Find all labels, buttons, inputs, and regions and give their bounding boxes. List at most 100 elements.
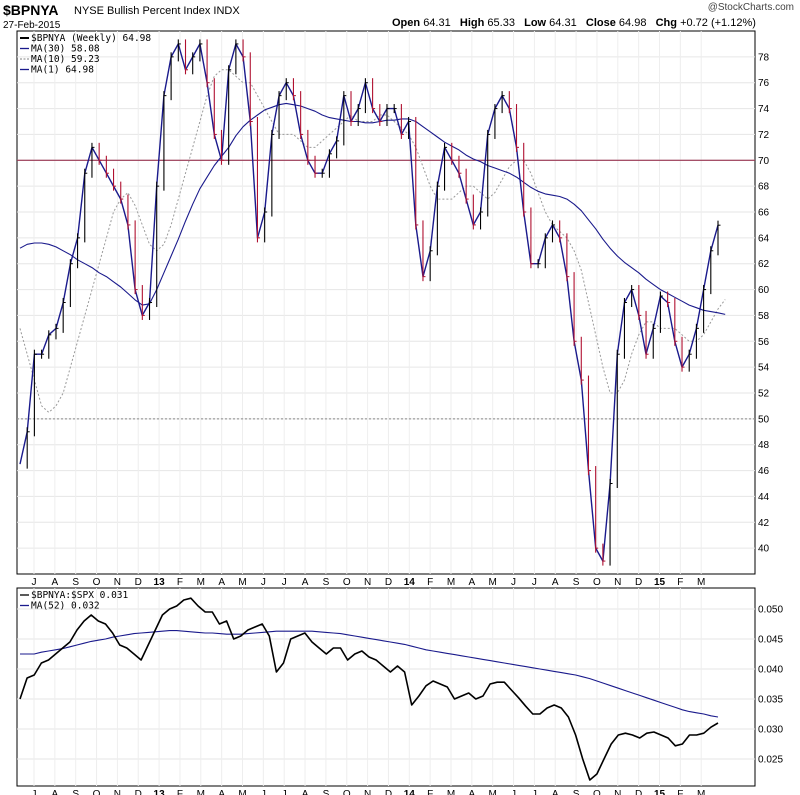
ratio-x-tick-label: J [261, 789, 266, 795]
main-y-tick-label: 76 [758, 78, 770, 89]
main-plot-frame [16, 30, 756, 575]
main-x-tick-label: A [552, 577, 559, 588]
main-y-tick-label: 46 [758, 466, 770, 477]
ratio-x-tick-label: 13 [154, 789, 166, 795]
ratio-x-tick-label: J [532, 789, 537, 795]
main-x-tick-label: N [614, 577, 621, 588]
chg-label: Chg [655, 17, 677, 29]
ratio-x-tick-label: M [489, 789, 497, 795]
main-y-tick-label: 60 [758, 285, 770, 296]
main-x-tick-label: J [261, 577, 266, 588]
ratio-x-tick-label: N [614, 789, 621, 795]
main-x-tick-label: D [135, 577, 142, 588]
main-x-tick-label: D [385, 577, 392, 588]
brand-logo: @StockCharts.com [707, 2, 794, 13]
ratio-x-tick-label: S [72, 789, 79, 795]
ratio-x-tick-label: N [364, 789, 371, 795]
main-y-tick-label: 54 [758, 363, 770, 374]
main-x-tick-label: F [677, 577, 683, 588]
main-x-tick-label: 14 [404, 577, 416, 588]
ratio-x-tick-label: A [552, 789, 559, 795]
main-y-tick-label: 48 [758, 440, 770, 451]
main-y-tick-label: 74 [758, 104, 770, 115]
ratio-series--bpnya-spx [19, 597, 719, 781]
ratio-x-tick-label: N [114, 789, 121, 795]
main-x-tick-label: A [218, 577, 225, 588]
chart-ticker: $BPNYA [3, 2, 59, 18]
main-y-tick-label: 66 [758, 208, 770, 219]
main-x-tick-label: A [302, 577, 309, 588]
main-y-tick-label: 62 [758, 259, 770, 270]
ratio-x-tick-label: O [593, 789, 601, 795]
main-x-tick-label: 13 [154, 577, 166, 588]
open-value: 64.31 [423, 17, 451, 29]
low-label: Low [524, 17, 547, 29]
ratio-x-tick-label: S [573, 789, 580, 795]
ratio-x-tick-label: 15 [654, 789, 666, 795]
high-label: High [459, 17, 485, 29]
close-value: 64.98 [618, 17, 647, 29]
main-x-tick-label: S [72, 577, 79, 588]
ratio-x-tick-label: F [677, 789, 683, 795]
ratio-legend-entry: $BPNYA:$SPX 0.031 [31, 590, 129, 601]
main-x-tick-label: J [511, 577, 516, 588]
ratio-plot-frame [16, 587, 756, 787]
main-y-tick-label: 72 [758, 130, 770, 141]
main-x-tick-label: J [32, 577, 37, 588]
low-value: 64.31 [549, 17, 577, 29]
ratio-x-tick-label: J [282, 789, 287, 795]
main-series--bpnya [19, 43, 719, 562]
ratio-x-tick-label: J [32, 789, 37, 795]
main-y-tick-label: 50 [758, 414, 770, 425]
ratio-x-tick-label: M [238, 789, 246, 795]
ratio-y-tick-label: 0.045 [758, 635, 783, 646]
main-legend-entry: MA(1) 64.98 [31, 65, 94, 76]
close-label: Close [585, 17, 616, 29]
chart-title: NYSE Bullish Percent Index INDX [74, 5, 240, 17]
main-x-tick-label: F [427, 577, 433, 588]
main-y-tick-label: 40 [758, 544, 770, 555]
main-y-tick-label: 78 [758, 52, 770, 63]
ratio-y-tick-label: 0.025 [758, 755, 783, 766]
main-series-ma-30- [19, 102, 726, 315]
main-y-tick-label: 56 [758, 337, 770, 348]
main-x-tick-label: M [697, 577, 705, 588]
chg-value: +0.72 (+1.12%) [680, 17, 756, 29]
ratio-x-tick-label: M [447, 789, 455, 795]
ratio-x-tick-label: M [697, 789, 705, 795]
ratio-x-tick-label: 14 [404, 789, 416, 795]
main-x-tick-label: S [323, 577, 330, 588]
ratio-y-tick-label: 0.030 [758, 725, 783, 736]
main-x-tick-label: D [635, 577, 642, 588]
open-label: Open [392, 17, 421, 29]
ratio-x-tick-label: M [197, 789, 205, 795]
ratio-x-tick-label: F [427, 789, 433, 795]
ratio-panel: 0.025 0.030 0.035 0.040 0.045 0.050 J A S O N D 13 F M… [16, 587, 783, 795]
main-x-tick-label: M [197, 577, 205, 588]
main-x-tick-label: N [364, 577, 371, 588]
main-x-tick-label: A [52, 577, 59, 588]
main-x-tick-label: F [177, 577, 183, 588]
ratio-x-tick-label: O [93, 789, 101, 795]
chart-date: 27-Feb-2015 [3, 20, 61, 31]
ratio-x-tick-label: S [323, 789, 330, 795]
ratio-y-tick-label: 0.035 [758, 695, 783, 706]
exchange-label: INDX [213, 5, 240, 17]
main-legend-entry: $BPNYA (Weekly) 64.98 [31, 33, 151, 44]
main-x-tick-label: J [282, 577, 287, 588]
ratio-x-tick-label: A [469, 789, 476, 795]
ratio-x-tick-label: D [135, 789, 142, 795]
ratio-x-tick-label: A [218, 789, 225, 795]
main-x-tick-label: O [593, 577, 601, 588]
ratio-x-tick-label: D [385, 789, 392, 795]
ratio-x-tick-label: F [177, 789, 183, 795]
main-x-tick-label: M [447, 577, 455, 588]
main-x-tick-label: 15 [654, 577, 666, 588]
main-x-tick-label: O [343, 577, 351, 588]
main-x-tick-label: J [532, 577, 537, 588]
main-x-tick-label: N [114, 577, 121, 588]
main-series-ma-10- [19, 69, 726, 413]
ratio-x-tick-label: A [302, 789, 309, 795]
